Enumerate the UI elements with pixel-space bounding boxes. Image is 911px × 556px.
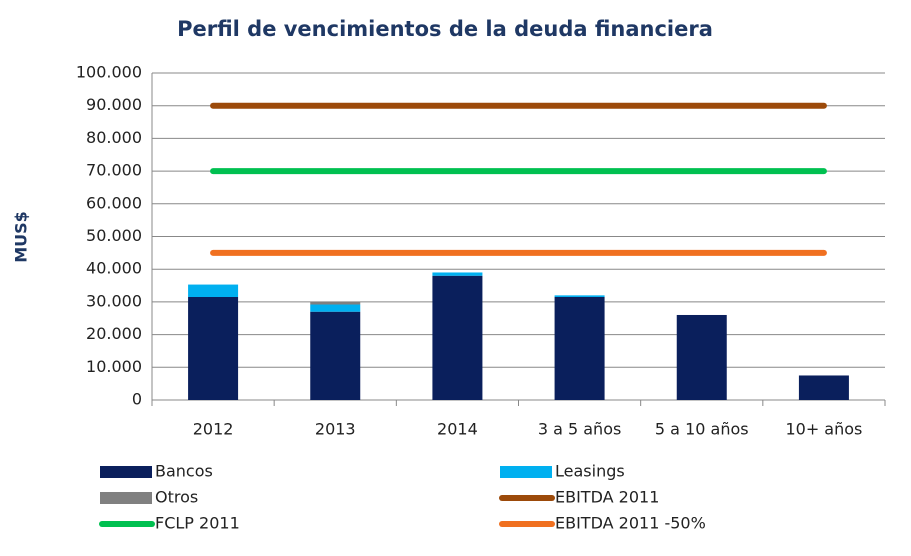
x-tick-label: 2013 xyxy=(315,420,356,439)
x-tick-label: 10+ años xyxy=(785,420,862,439)
y-tick-label: 0 xyxy=(132,390,142,409)
legend-swatch xyxy=(500,466,552,478)
y-axis-label: MUS$ xyxy=(12,211,31,263)
bar xyxy=(432,272,483,276)
bar xyxy=(310,301,361,305)
legend-swatch xyxy=(100,466,152,478)
y-tick-label: 10.000 xyxy=(86,357,142,376)
bar xyxy=(798,375,849,400)
bar xyxy=(188,284,239,297)
bar xyxy=(554,296,605,400)
y-tick-label: 100.000 xyxy=(76,63,142,82)
y-tick-label: 30.000 xyxy=(86,291,142,310)
x-tick-label: 5 a 10 años xyxy=(655,420,749,439)
chart-title: Perfil de vencimientos de la deuda finan… xyxy=(177,17,713,41)
legend-label: FCLP 2011 xyxy=(155,514,240,533)
y-tick-label: 20.000 xyxy=(86,324,142,343)
legend-label: EBITDA 2011 xyxy=(555,488,659,507)
legend-label: Bancos xyxy=(155,462,213,481)
bar xyxy=(432,275,483,400)
y-tick-label: 60.000 xyxy=(86,193,142,212)
bar xyxy=(676,314,727,400)
bar xyxy=(310,311,361,400)
legend-swatch xyxy=(100,492,152,504)
legend-label: Otros xyxy=(155,488,198,507)
y-tick-label: 40.000 xyxy=(86,259,142,278)
y-tick-label: 80.000 xyxy=(86,128,142,147)
legend-label: EBITDA 2011 -50% xyxy=(555,514,706,533)
x-tick-label: 3 a 5 años xyxy=(538,420,622,439)
bar xyxy=(188,296,239,400)
bar xyxy=(554,295,605,297)
y-tick-label: 70.000 xyxy=(86,161,142,180)
legend-label: Leasings xyxy=(555,462,625,481)
y-tick-label: 50.000 xyxy=(86,226,142,245)
x-tick-label: 2014 xyxy=(437,420,478,439)
x-tick-label: 2012 xyxy=(193,420,234,439)
bar xyxy=(310,304,361,312)
y-tick-label: 90.000 xyxy=(86,95,142,114)
